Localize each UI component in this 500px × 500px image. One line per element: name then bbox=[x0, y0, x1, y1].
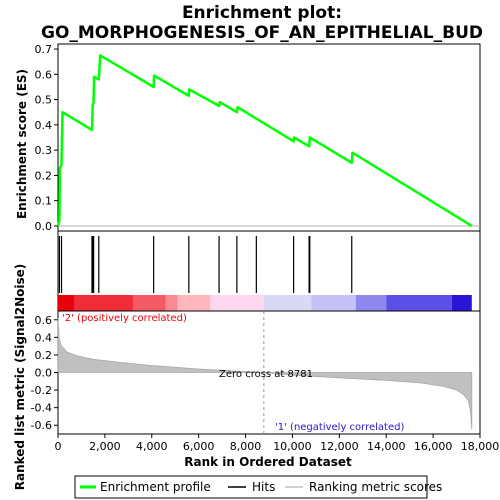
ranking-metric-area bbox=[57, 317, 473, 430]
x-tick-label: 2,000 bbox=[89, 440, 121, 453]
metric-panel: -0.6 -0.4 -0.2 0.0 0.2 0.4 0.6 0 2,000 4,000 6,000… bbox=[31, 310, 500, 453]
metric-y-tick-label: 0.2 bbox=[35, 349, 53, 362]
ranking-color-segment bbox=[58, 295, 75, 311]
metric-y-tick-label: -0.4 bbox=[31, 402, 52, 415]
enrichment-profile-line bbox=[56, 54, 473, 227]
legend: Enrichment profile Hits Ranking metric s… bbox=[74, 475, 442, 499]
metric-y-tick-label: 0.0 bbox=[35, 367, 53, 380]
es-y-tick-label: 0.0 bbox=[35, 220, 53, 233]
es-y-tick-label: 0.3 bbox=[35, 144, 53, 157]
x-tick-label: 8,000 bbox=[230, 440, 262, 453]
x-tick-label: 16,000 bbox=[414, 440, 453, 453]
legend-label-hits: Hits bbox=[252, 480, 275, 494]
metric-y-tick-label: 0.6 bbox=[35, 314, 53, 327]
ranking-color-segment bbox=[263, 295, 312, 311]
x-tick-label: 6,000 bbox=[183, 440, 215, 453]
positive-correlation-label: '2' (positively correlated) bbox=[62, 313, 187, 324]
es-plot-frame bbox=[57, 43, 481, 232]
ranking-color-segment bbox=[386, 295, 452, 311]
ranking-color-segment bbox=[74, 295, 134, 311]
legend-label-ranking-metric: Ranking metric scores bbox=[309, 480, 442, 494]
metric-y-tick-label: -0.2 bbox=[31, 384, 52, 397]
chart-title-line2: GO_MORPHOGENESIS_OF_AN_EPITHELIAL_BUD bbox=[41, 23, 483, 43]
metric-y-tick-label: -0.6 bbox=[31, 419, 52, 432]
ranking-color-segment bbox=[133, 295, 166, 311]
es-y-tick-label: 0.5 bbox=[35, 94, 53, 107]
ranking-color-segment bbox=[210, 295, 264, 311]
es-y-axis-label: Enrichment score (ES) bbox=[15, 69, 29, 219]
x-tick-label: 14,000 bbox=[367, 440, 406, 453]
negative-correlation-label: '1' (negatively correlated) bbox=[275, 422, 404, 433]
es-y-tick-label: 0.4 bbox=[35, 119, 53, 132]
hits-panel bbox=[57, 230, 481, 312]
legend-box bbox=[74, 475, 428, 499]
es-y-tick-label: 0.6 bbox=[35, 68, 53, 81]
es-y-tick-label: 0.1 bbox=[35, 195, 53, 208]
x-tick-label: 12,000 bbox=[320, 440, 359, 453]
ranking-color-segment bbox=[165, 295, 178, 311]
x-tick-label: 10,000 bbox=[273, 440, 312, 453]
es-y-tick-label: 0.7 bbox=[35, 43, 53, 56]
x-axis-label: Rank in Ordered Dataset bbox=[184, 455, 352, 469]
ranking-color-segment bbox=[177, 295, 211, 311]
ranking-color-segment bbox=[311, 295, 356, 311]
ranking-color-segment bbox=[355, 295, 387, 311]
zero-cross-label: Zero cross at 8781 bbox=[219, 369, 313, 380]
metric-y-tick-label: 0.4 bbox=[35, 331, 53, 344]
chart-title-line1: Enrichment plot: bbox=[182, 3, 342, 23]
ranking-color-segment bbox=[451, 295, 472, 311]
x-tick-label: 0 bbox=[55, 440, 62, 453]
es-panel: 0.0 0.1 0.2 0.3 0.4 0.5 0.6 0.7 bbox=[35, 43, 481, 233]
x-tick-label: 4,000 bbox=[136, 440, 168, 453]
metric-y-axis-label: Ranked list metric (Signal2Noise) bbox=[13, 264, 27, 491]
es-y-tick-label: 0.2 bbox=[35, 169, 53, 182]
legend-label-enrichment-profile: Enrichment profile bbox=[100, 480, 211, 494]
x-tick-label: 18,000 bbox=[461, 440, 500, 453]
